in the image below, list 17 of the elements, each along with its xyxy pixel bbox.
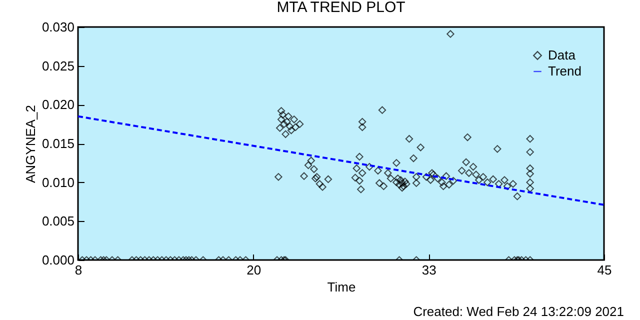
x-tick-label: 45 bbox=[597, 262, 612, 278]
legend-label: Data bbox=[548, 48, 576, 62]
text: Created: Wed Feb 24 13:22:09 2021 bbox=[413, 304, 624, 319]
legend-label: Trend bbox=[548, 64, 582, 78]
y-axis-title: ANGYNEA_2 bbox=[22, 104, 38, 184]
x-tick-label: 33 bbox=[422, 262, 436, 278]
y-tick-label: 0.025 bbox=[42, 58, 74, 74]
y-tick-label: 0.000 bbox=[42, 252, 74, 268]
x-tick-label: 8 bbox=[74, 262, 82, 278]
y-tick-label: 0.020 bbox=[42, 97, 74, 112]
chart-title: MTA TREND PLOT bbox=[276, 0, 406, 16]
y-tick-label: 0.005 bbox=[42, 214, 74, 229]
y-tick-label: 0.010 bbox=[42, 174, 74, 190]
y-tick-label: 0.015 bbox=[42, 136, 74, 151]
x-tick-label: 20 bbox=[246, 262, 262, 278]
x-axis-title: Time bbox=[327, 280, 356, 294]
y-tick-label: 0.030 bbox=[42, 20, 74, 34]
